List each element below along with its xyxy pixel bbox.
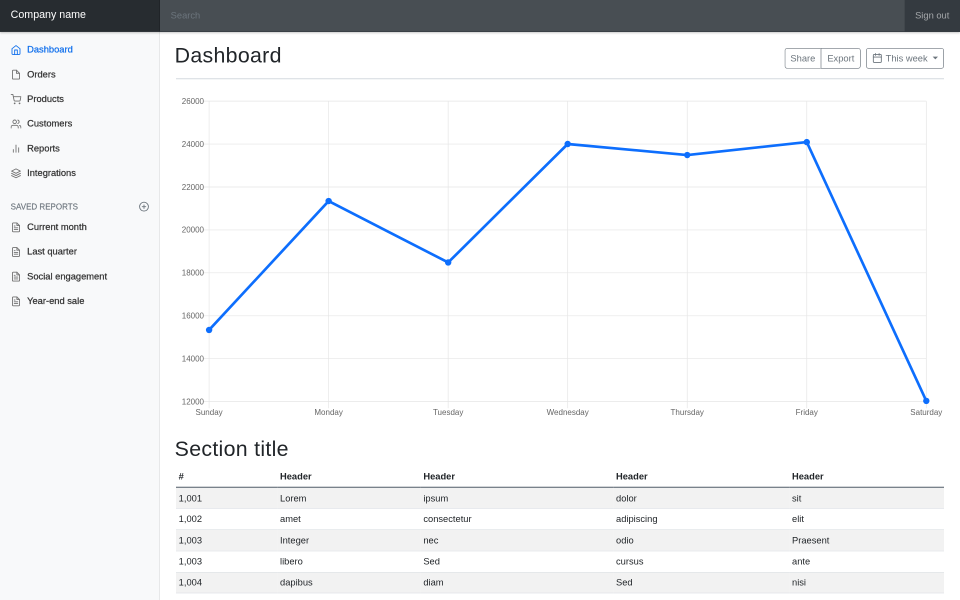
svg-text:Sunday: Sunday <box>196 408 223 417</box>
svg-text:14000: 14000 <box>182 354 205 363</box>
svg-text:26000: 26000 <box>182 97 205 106</box>
svg-text:22000: 22000 <box>182 183 205 192</box>
svg-text:24000: 24000 <box>182 140 205 149</box>
svg-text:Monday: Monday <box>314 408 342 417</box>
svg-text:Saturday: Saturday <box>910 408 942 417</box>
svg-text:18000: 18000 <box>182 269 205 278</box>
svg-text:16000: 16000 <box>182 312 205 321</box>
svg-text:Friday: Friday <box>796 408 818 417</box>
svg-text:12000: 12000 <box>182 397 205 406</box>
svg-text:Thursday: Thursday <box>671 408 704 417</box>
svg-text:Tuesday: Tuesday <box>433 408 463 417</box>
svg-text:20000: 20000 <box>182 226 205 235</box>
svg-text:Wednesday: Wednesday <box>547 408 589 417</box>
